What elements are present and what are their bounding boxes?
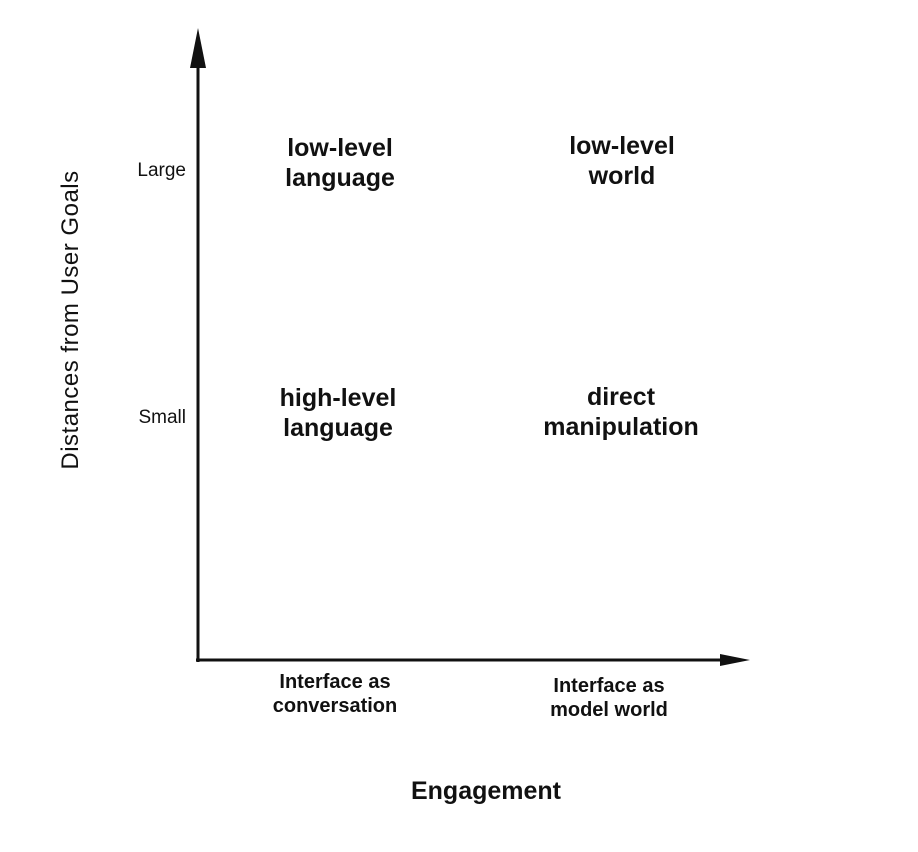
x-category-line-1: Interface as xyxy=(279,671,391,693)
quadrant-line-2: language xyxy=(283,414,393,442)
quadrant-line-1: direct xyxy=(586,383,656,411)
x-category-line-2: model world xyxy=(550,699,668,721)
y-axis-arrowhead xyxy=(190,28,206,68)
y-tick-large: Large xyxy=(137,160,186,181)
quadrant-low-level-world: low-level world xyxy=(502,131,742,191)
quadrant-line-2: manipulation xyxy=(543,413,699,441)
quadrant-line-2: language xyxy=(285,164,395,192)
quadrant-high-level-language: high-level language xyxy=(218,383,458,443)
quadrant-line-1: low-level xyxy=(287,134,393,162)
y-tick-small: Small xyxy=(138,407,186,428)
x-category-model-world: Interface as model world xyxy=(499,674,719,722)
x-category-line-2: conversation xyxy=(272,695,398,717)
quadrant-line-1: low-level xyxy=(569,132,675,160)
quadrant-line-1: high-level xyxy=(279,384,397,412)
x-category-line-1: Interface as xyxy=(553,675,665,697)
y-axis-title: Distances from User Goals xyxy=(57,170,84,470)
quadrant-direct-manipulation: direct manipulation xyxy=(501,382,741,442)
quadrant-line-2: world xyxy=(588,162,656,190)
x-category-conversation: Interface as conversation xyxy=(225,670,445,718)
x-axis-title: Engagement xyxy=(410,777,562,805)
x-axis-arrowhead xyxy=(720,654,750,666)
quadrant-low-level-language: low-level language xyxy=(220,133,460,193)
